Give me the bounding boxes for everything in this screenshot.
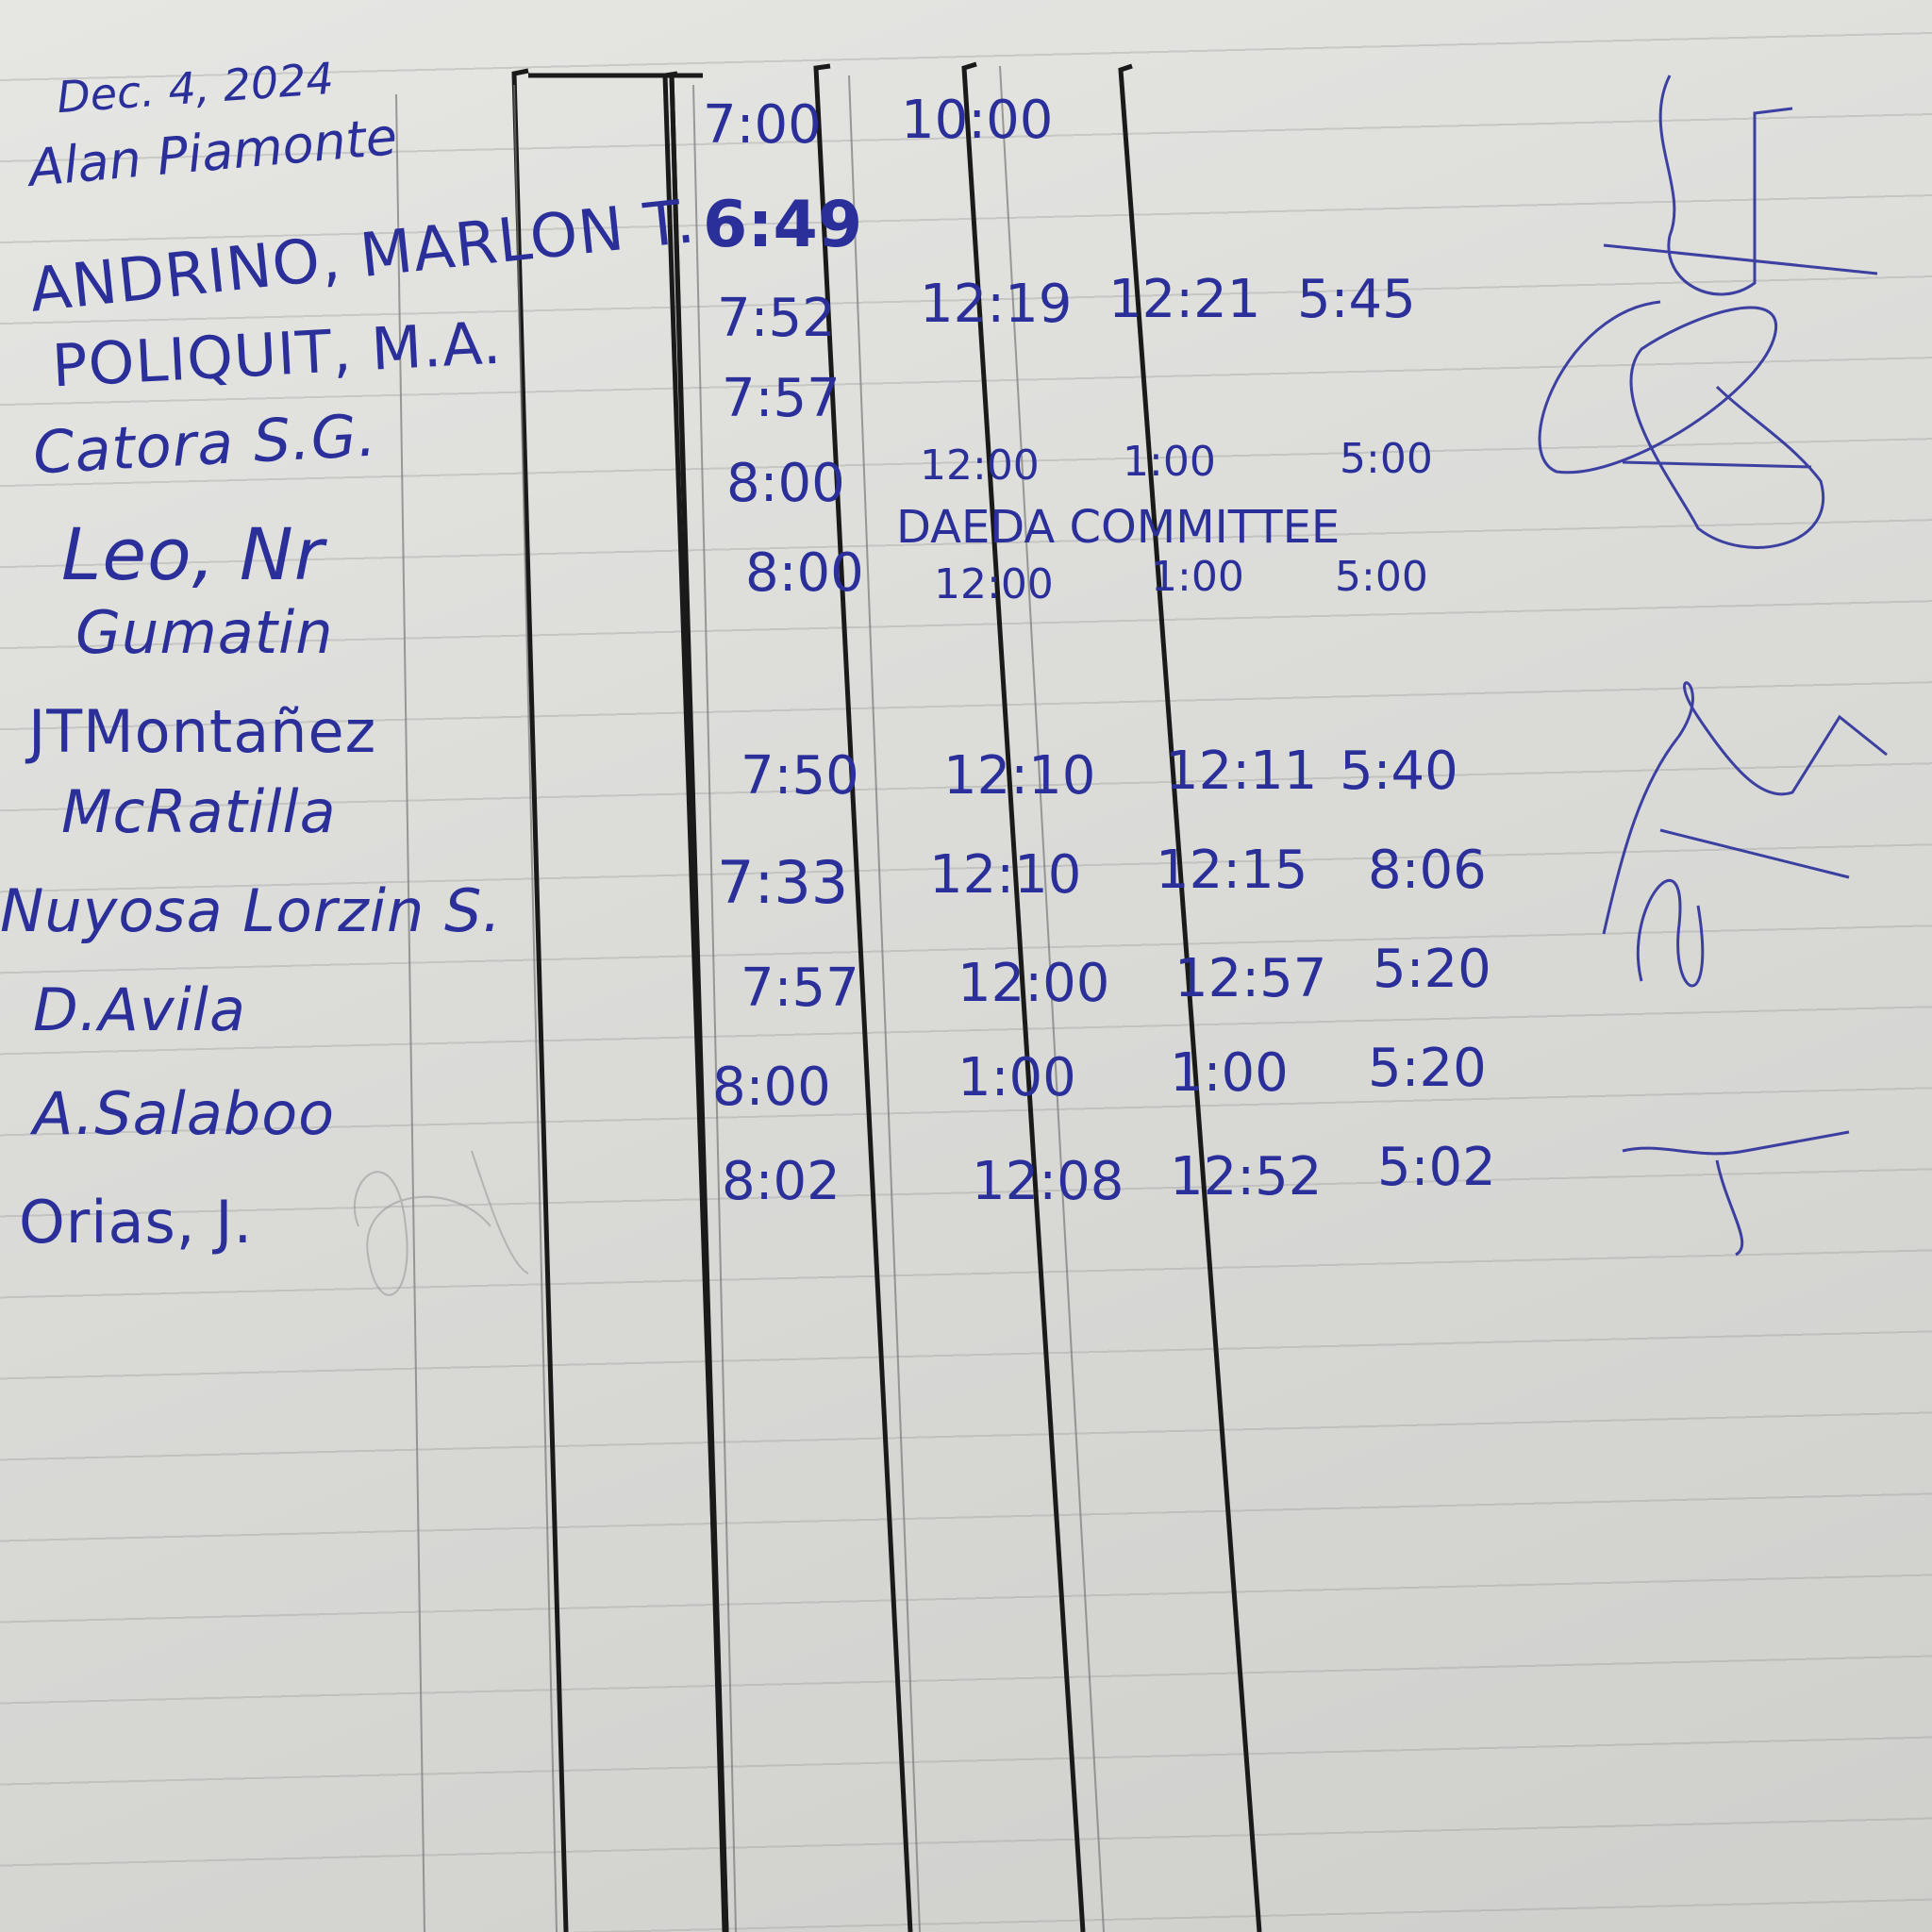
am-out-time: 12:00 xyxy=(934,560,1054,608)
am-out-time: 12:10 xyxy=(943,745,1096,807)
pm-in-time: 12:11 xyxy=(1165,741,1318,802)
am-out-time: 12:10 xyxy=(929,844,1082,906)
column-divider xyxy=(813,63,913,1932)
signature-scribble xyxy=(1622,1130,1850,1257)
column-divider xyxy=(1118,63,1262,1932)
column-divider xyxy=(961,61,1086,1932)
pencil-margin-line xyxy=(395,93,425,1932)
am-in-time: 7:57 xyxy=(722,368,841,429)
pencil-margin-line xyxy=(999,65,1105,1932)
pm-in-time: 12:21 xyxy=(1108,269,1261,330)
pm-in-time: 1:00 xyxy=(1170,1042,1289,1104)
am-in-time: 8:00 xyxy=(712,1057,831,1118)
pm-out-time: 5:00 xyxy=(1335,553,1428,601)
pm-out-time: 5:00 xyxy=(1340,435,1433,483)
am-in-time: 6:49 xyxy=(703,188,863,262)
pm-out-time: 5:20 xyxy=(1373,939,1491,1000)
pencil-margin-line xyxy=(513,84,558,1932)
employee-name: Catora S.G. xyxy=(31,400,379,488)
column-divider xyxy=(564,71,672,1932)
employee-name: Orias, J. xyxy=(19,1188,254,1257)
pencil-margin-line xyxy=(848,75,921,1932)
am-in-time: 8:00 xyxy=(745,542,864,604)
am-in-time: 7:33 xyxy=(717,848,849,917)
signature-scribble xyxy=(1602,681,1888,988)
am-out-time: 12:19 xyxy=(920,274,1073,335)
am-in-time: 8:00 xyxy=(726,453,845,514)
pm-in-time: 12:15 xyxy=(1156,840,1308,901)
pm-out-time: 8:06 xyxy=(1368,840,1487,901)
am-in-time: 7:50 xyxy=(741,745,859,807)
header-time-out: 10:00 xyxy=(901,90,1054,151)
pm-in-time: 12:57 xyxy=(1174,948,1327,1009)
pm-in-time: 1:00 xyxy=(1151,553,1244,601)
pencil-margin-line xyxy=(692,84,737,1932)
am-in-time: 8:02 xyxy=(722,1151,841,1212)
pm-out-time: 5:40 xyxy=(1340,741,1458,802)
pencil-signature xyxy=(353,1150,529,1296)
employee-name: D.Avila xyxy=(33,975,246,1044)
header-time-in: 7:00 xyxy=(703,94,822,156)
employee-name: Gumatin xyxy=(75,598,334,667)
pm-out-time: 5:02 xyxy=(1377,1137,1496,1198)
employee-name: Leo, Nr xyxy=(61,512,325,596)
am-out-time: 12:00 xyxy=(920,441,1040,490)
employee-name: A.Salaboo xyxy=(33,1079,336,1148)
employee-name: Nuyosa Lorzin S. xyxy=(0,876,503,945)
committee-note: DAEDA COMMITTEE xyxy=(896,501,1341,554)
pm-out-time: 5:45 xyxy=(1297,269,1416,330)
signature-scribble xyxy=(1538,75,1878,549)
am-in-time: 7:52 xyxy=(717,288,836,349)
pm-in-time: 1:00 xyxy=(1123,438,1216,486)
am-out-time: 12:00 xyxy=(958,953,1110,1014)
am-out-time: 1:00 xyxy=(958,1047,1076,1108)
column-divider xyxy=(511,68,569,1932)
am-in-time: 7:57 xyxy=(741,958,859,1019)
am-out-time: 12:08 xyxy=(972,1151,1124,1212)
pm-in-time: 12:52 xyxy=(1170,1146,1323,1208)
pm-out-time: 5:20 xyxy=(1368,1038,1487,1099)
employee-name: JTMontañez xyxy=(28,697,377,766)
employee-name: McRatilla xyxy=(61,777,337,846)
column-divider xyxy=(662,71,729,1932)
